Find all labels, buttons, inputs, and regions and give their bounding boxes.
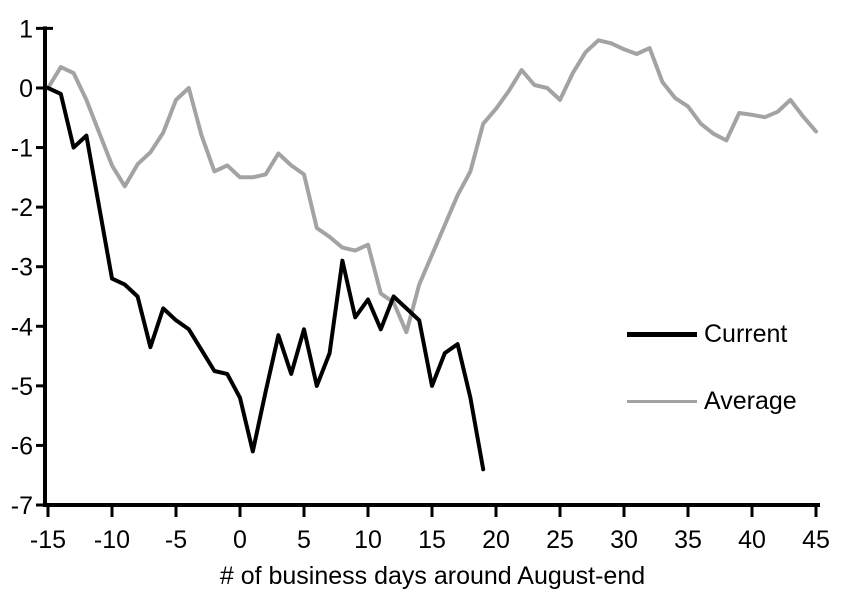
average-line-swatch	[627, 399, 697, 403]
series-line-current	[46, 86, 486, 472]
current-line-swatch	[627, 331, 697, 337]
x-axis-title: # of business days around August-end	[219, 562, 646, 590]
x-tick-label: -15	[30, 526, 66, 554]
x-tick-label: 5	[297, 526, 311, 554]
legend-item-current: Current	[627, 320, 787, 348]
y-tick-label: -7	[11, 492, 33, 520]
legend-label-current: Current	[704, 319, 788, 348]
x-tick-label: -10	[94, 526, 130, 554]
x-tick-label: 0	[233, 526, 247, 554]
x-tick-label: 15	[418, 526, 446, 554]
y-tick-label: 0	[19, 75, 33, 103]
y-tick-label: -2	[11, 194, 33, 222]
x-tick-label: 40	[738, 526, 766, 554]
x-tick-label: 30	[610, 526, 638, 554]
series-line-average	[46, 38, 818, 335]
y-tick-label: -4	[11, 313, 33, 341]
x-tick-label: 20	[482, 526, 510, 554]
x-tick-label: -5	[165, 526, 187, 554]
legend-item-average: Average	[627, 387, 797, 415]
x-tick-label: 25	[546, 526, 574, 554]
y-tick-label: -3	[11, 254, 33, 282]
x-tick-label: 10	[354, 526, 382, 554]
y-tick-label: 1	[19, 15, 33, 43]
y-tick-label: -5	[11, 373, 33, 401]
x-tick-label: 45	[802, 526, 830, 554]
legend-label-average: Average	[704, 386, 797, 415]
y-tick-label: -6	[11, 432, 33, 460]
y-tick-label: -1	[11, 135, 33, 163]
x-tick-label: 35	[674, 526, 702, 554]
